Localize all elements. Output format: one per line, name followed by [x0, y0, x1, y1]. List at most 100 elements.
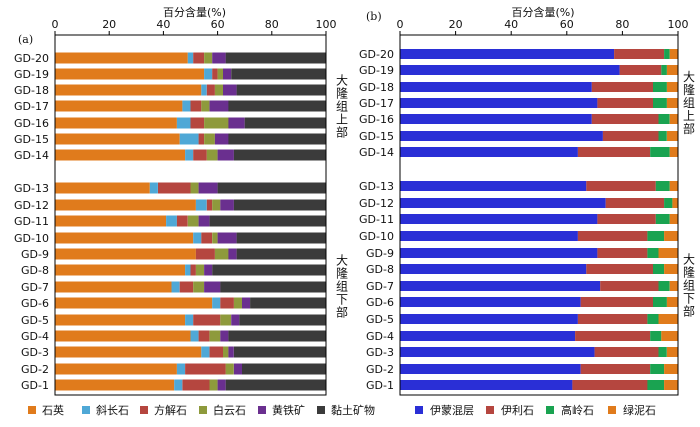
- bar-segment: [233, 297, 242, 309]
- bar-segment: [669, 281, 678, 291]
- bar-segment: [228, 346, 234, 358]
- category-tick-label: GD-5: [21, 314, 49, 327]
- category-tick-label: GD-7: [366, 280, 394, 293]
- category-tick-label: GD-4: [366, 330, 394, 343]
- bar-segment: [212, 297, 221, 309]
- bar-segment: [55, 100, 183, 112]
- bar-segment: [658, 131, 667, 141]
- bar-segment: [233, 199, 326, 211]
- legend-swatch: [140, 406, 148, 414]
- bar-segment: [400, 181, 587, 191]
- bar-segment: [400, 82, 592, 92]
- bar-segment: [198, 182, 218, 194]
- bar-segment: [400, 347, 595, 357]
- bar-segment: [594, 347, 659, 357]
- x-tick-label: 40: [156, 18, 170, 31]
- category-tick-label: GD-7: [21, 281, 49, 294]
- x-tick-label: 0: [397, 18, 404, 31]
- bar-segment: [597, 98, 653, 108]
- bar-segment: [650, 331, 662, 341]
- bar-segment: [55, 52, 188, 64]
- bar-segment: [647, 380, 665, 390]
- bar-segment: [220, 330, 229, 342]
- bar-segment: [658, 347, 667, 357]
- bar-segment: [400, 264, 587, 274]
- category-tick-label: GD-10: [14, 232, 49, 245]
- bar-segment: [209, 100, 229, 112]
- bar-segment: [217, 232, 237, 244]
- bar-segment: [55, 182, 150, 194]
- bar-segment: [228, 117, 245, 129]
- bar-segment: [228, 330, 326, 342]
- bar-segment: [614, 49, 665, 59]
- bar-segment: [201, 346, 210, 358]
- legend-label: 高岭石: [561, 403, 594, 417]
- bar-segment: [187, 52, 194, 64]
- bar-segment: [190, 100, 202, 112]
- bar-segment: [591, 114, 659, 124]
- bar-segment: [55, 297, 213, 309]
- bar-segment: [225, 363, 234, 375]
- bar-segment: [212, 68, 218, 80]
- bar-segment: [400, 147, 578, 157]
- panel-label: (b): [366, 10, 382, 23]
- bar-segment: [669, 147, 678, 157]
- bar-segment: [198, 133, 204, 145]
- bar-segment: [664, 264, 678, 274]
- x-axis-title: 百分含量(%): [163, 5, 226, 19]
- bar-segment: [580, 297, 653, 307]
- bar-segment: [214, 248, 229, 260]
- bar-segment: [223, 346, 229, 358]
- bar-segment: [605, 198, 665, 208]
- bar-segment: [214, 84, 223, 96]
- legend-swatch: [415, 406, 423, 414]
- category-tick-label: GD-11: [359, 213, 394, 226]
- x-axis-title: 百分含量(%): [511, 5, 574, 19]
- category-tick-label: GD-12: [359, 197, 394, 210]
- bar-segment: [55, 363, 177, 375]
- bar-segment: [176, 363, 185, 375]
- bar-segment: [597, 248, 648, 258]
- bar-segment: [223, 84, 237, 96]
- category-tick-label: GD-19: [359, 64, 394, 77]
- x-tick-label: 20: [449, 18, 463, 31]
- bar-segment: [228, 100, 326, 112]
- bar-segment: [653, 98, 667, 108]
- bar-segment: [220, 314, 232, 326]
- bar-segment: [206, 84, 215, 96]
- bar-segment: [664, 364, 678, 374]
- bar-segment: [666, 131, 678, 141]
- legend-label: 伊蒙混层: [430, 404, 474, 417]
- bar-segment: [195, 264, 204, 276]
- legend-swatch: [82, 406, 90, 414]
- bar-segment: [233, 363, 242, 375]
- bar-segment: [669, 181, 678, 191]
- bar-segment: [220, 281, 326, 293]
- category-tick-label: GD-18: [359, 81, 394, 94]
- bar-segment: [236, 232, 326, 244]
- bar-segment: [171, 281, 180, 293]
- bar-segment: [400, 248, 598, 258]
- bar-segment: [400, 364, 581, 374]
- bar-segment: [233, 149, 326, 161]
- bar-segment: [244, 117, 326, 129]
- bar-segment: [217, 379, 226, 391]
- group-label: 大隆组下部: [336, 254, 348, 320]
- x-tick-label: 60: [211, 18, 225, 31]
- bar-segment: [236, 84, 326, 96]
- category-tick-label: GD-9: [21, 248, 49, 261]
- bar-segment: [669, 114, 678, 124]
- bar-segment: [580, 364, 651, 374]
- bar-segment: [572, 380, 648, 390]
- bar-segment: [602, 131, 659, 141]
- bar-segment: [55, 379, 175, 391]
- x-tick-label: 40: [504, 18, 518, 31]
- bar-segment: [55, 314, 186, 326]
- legend-swatch: [28, 406, 36, 414]
- bar-segment: [204, 264, 213, 276]
- bar-segment: [55, 133, 180, 145]
- category-tick-label: GD-1: [21, 379, 49, 392]
- bar-segment: [400, 114, 592, 124]
- bar-segment: [586, 181, 656, 191]
- bar-segment: [190, 330, 199, 342]
